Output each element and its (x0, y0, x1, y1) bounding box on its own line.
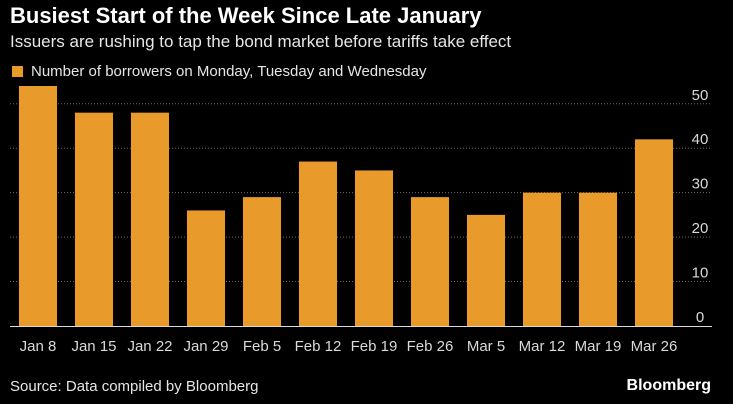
y-tick-label: 20 (692, 220, 709, 237)
x-tick-label: Jan 29 (183, 338, 228, 355)
x-tick-label: Mar 19 (575, 338, 622, 355)
bar (578, 192, 618, 326)
x-tick-label: Feb 26 (407, 338, 454, 355)
bar (466, 214, 506, 326)
bloomberg-logo: Bloomberg (626, 377, 711, 394)
bar (74, 112, 114, 327)
x-tick-label: Jan 8 (20, 338, 57, 355)
source-note: Source: Data compiled by Bloomberg (10, 378, 259, 395)
legend-label: Number of borrowers on Monday, Tuesday a… (31, 63, 427, 80)
chart-title: Busiest Start of the Week Since Late Jan… (10, 3, 482, 28)
x-tick-label: Jan 22 (127, 338, 172, 355)
bar (186, 210, 226, 326)
y-tick-label: 0 (696, 309, 704, 326)
bar (522, 192, 562, 326)
legend-swatch (12, 66, 23, 77)
bar (298, 161, 338, 326)
bar (130, 112, 170, 327)
chart-legend: Number of borrowers on Monday, Tuesday a… (12, 63, 427, 80)
x-tick-label: Feb 19 (351, 338, 398, 355)
y-tick-label: 40 (692, 131, 709, 148)
y-tick-label: 50 (692, 87, 709, 104)
y-tick-label: 10 (692, 265, 709, 282)
x-tick-label: Mar 12 (519, 338, 566, 355)
x-tick-label: Jan 15 (71, 338, 116, 355)
chart-subtitle: Issuers are rushing to tap the bond mark… (10, 32, 512, 51)
bar (18, 86, 58, 326)
x-tick-label: Feb 5 (243, 338, 281, 355)
bar (242, 197, 282, 326)
bar (354, 170, 394, 326)
y-tick-label: 30 (692, 176, 709, 193)
bar (410, 197, 450, 326)
bar (634, 139, 674, 326)
x-tick-label: Mar 5 (467, 338, 505, 355)
x-tick-label: Mar 26 (631, 338, 678, 355)
x-tick-label: Feb 12 (295, 338, 342, 355)
